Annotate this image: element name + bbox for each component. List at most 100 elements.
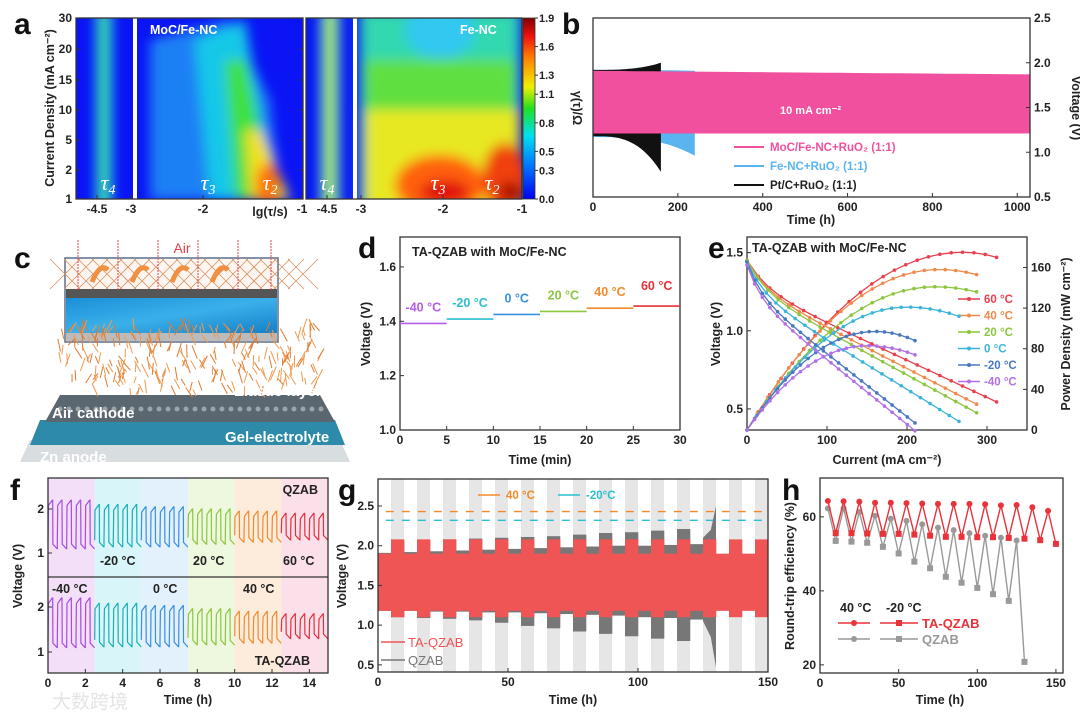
- y2-tick-label: 80: [1031, 342, 1045, 356]
- heatmap-fe-nc: [306, 18, 522, 199]
- marker-40c: [903, 500, 910, 507]
- data-point: [835, 325, 840, 330]
- fiber: [189, 332, 197, 346]
- fiber: [81, 321, 84, 334]
- marker-minus20c: [974, 584, 981, 591]
- marker-minus20c: [879, 530, 886, 537]
- fiber: [232, 324, 240, 338]
- data-point: [821, 345, 826, 350]
- fiber: [209, 353, 217, 364]
- cathode-pore: [156, 406, 162, 412]
- data-point: [915, 258, 919, 263]
- marker-minus20c: [911, 531, 918, 538]
- ta-qzab-band: [651, 539, 665, 618]
- fiber: [117, 359, 121, 368]
- marker-40c: [934, 524, 941, 531]
- data-point: [953, 286, 958, 290]
- fiber: [123, 362, 131, 371]
- x-tick-label: 100: [967, 676, 987, 690]
- marker-40c: [919, 500, 926, 507]
- marker-40c: [966, 530, 973, 537]
- data-point: [882, 397, 887, 401]
- data-point: [881, 274, 885, 279]
- x-tick-label: 150: [758, 675, 778, 689]
- plot-frame: [399, 236, 681, 431]
- x-tick-label: 100: [817, 433, 837, 447]
- cathode-pore: [192, 406, 198, 412]
- data-point: [836, 348, 841, 353]
- fiber: [310, 364, 315, 373]
- efficiency-line: [827, 508, 1026, 662]
- fiber: [77, 326, 85, 340]
- fiber: [212, 346, 216, 354]
- fiber: [254, 361, 260, 371]
- fiber: [118, 355, 125, 364]
- ta-qzab-band: [534, 553, 548, 611]
- data-point: [870, 282, 874, 286]
- data-point: [933, 388, 937, 392]
- fiber: [240, 341, 247, 355]
- marker-40c: [1013, 537, 1020, 544]
- fiber: [244, 349, 250, 359]
- data-point: [836, 337, 841, 342]
- y-tick-label: 15: [59, 73, 73, 87]
- legend-marker: [967, 313, 971, 318]
- cathode-pore: [93, 406, 99, 412]
- cathode-pore: [165, 406, 171, 412]
- data-point: [831, 342, 836, 346]
- cathode-pore: [282, 406, 288, 412]
- charge-discharge-curve: [280, 613, 329, 640]
- fiber: [105, 319, 113, 334]
- polarization-curve: [746, 261, 960, 422]
- data-point: [839, 320, 843, 325]
- data-point: [870, 348, 875, 353]
- cathode-pore: [264, 406, 270, 412]
- fiber: [237, 369, 243, 384]
- data-point: [938, 252, 942, 257]
- data-point: [983, 394, 988, 399]
- x-tick-label: -3: [126, 202, 137, 216]
- fiber: [220, 368, 226, 381]
- marker-minus20c: [942, 533, 949, 540]
- panel-d-chart: 0 5 10 15 20 25 30 1.0 1.2 1.4 1.6 -40 °C -20 °C 0 °C…: [379, 236, 687, 447]
- tau4-band-core: [326, 18, 334, 199]
- panel-label-d: d: [358, 232, 376, 265]
- cathode-pore: [174, 406, 180, 412]
- data-point: [822, 338, 826, 342]
- fiber: [182, 359, 186, 367]
- polarization-curve: [746, 260, 977, 414]
- ta-qzab-band: [664, 553, 678, 611]
- legend-label: TA-QZAB: [408, 635, 463, 650]
- f-ylabel: Voltage (V): [11, 544, 25, 608]
- data-point: [791, 329, 795, 333]
- data-point: [847, 331, 851, 335]
- fiber: [64, 353, 71, 367]
- data-point: [904, 262, 908, 267]
- data-point: [922, 382, 927, 387]
- data-point: [901, 371, 906, 375]
- legend-label: TA-QZAB: [922, 616, 980, 631]
- plot-frame: [47, 477, 329, 674]
- legend-label: MoC/Fe-NC+RuO₂ (1:1): [770, 142, 896, 154]
- data-point: [890, 403, 894, 407]
- y-tick-label: 1.0: [726, 324, 743, 338]
- y2-tick-label: 160: [1031, 260, 1051, 274]
- x-tick-label: 50: [501, 675, 515, 689]
- fiber: [231, 358, 237, 368]
- current-density-annotation: 10 mA cm⁻²: [780, 105, 841, 117]
- fiber: [302, 352, 306, 365]
- cathode-pore: [120, 406, 126, 412]
- charge-discharge-curve: [94, 504, 142, 548]
- fiber: [270, 350, 277, 365]
- fiber: [87, 336, 92, 344]
- fiber: [251, 366, 258, 375]
- data-point: [818, 338, 822, 343]
- cathode-pore: [147, 406, 153, 412]
- tau4-band-core: [101, 18, 106, 199]
- y2-tick-label: 40: [1031, 382, 1045, 396]
- data-point: [901, 273, 906, 277]
- fiber: [118, 332, 121, 346]
- data-point: [889, 306, 894, 311]
- fiber: [269, 366, 277, 381]
- data-point: [912, 376, 916, 381]
